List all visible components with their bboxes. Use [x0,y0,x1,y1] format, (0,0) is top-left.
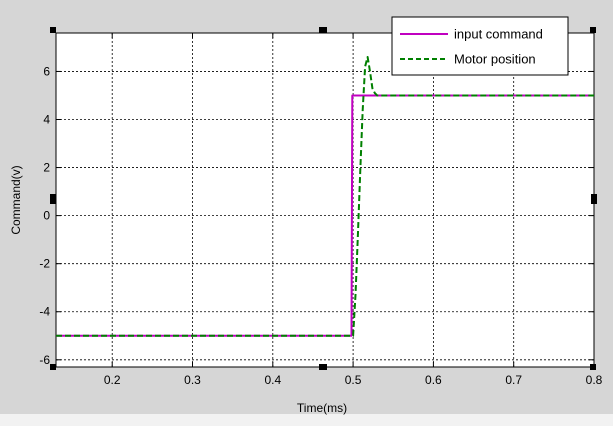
y-tick-label: 4 [43,113,50,127]
x-axis-label: Time(ms) [297,401,347,415]
series-layer [56,56,594,337]
resize-handle-top-left[interactable] [50,27,56,33]
x-tick-label: 0.2 [104,373,121,387]
y-tick-label: -4 [39,305,50,319]
resize-handle-bottom-right[interactable] [590,364,596,370]
status-strip [0,414,613,426]
legend-label-input-command: input command [454,27,543,42]
legend-box [391,16,569,76]
y-tick-label: -2 [39,257,50,271]
resize-handle-middle-right[interactable] [591,194,597,204]
x-tick-label: 0.4 [264,373,281,387]
resize-handle-top-right[interactable] [590,27,596,33]
resize-handle-bottom-center[interactable] [319,364,327,370]
y-tick-label: -6 [39,353,50,367]
y-axis-label: Command(v) [9,165,23,234]
x-tick-label: 0.3 [184,373,201,387]
x-tick-label: 0.8 [586,373,603,387]
resize-handle-bottom-left[interactable] [50,364,56,370]
y-tick-label: 0 [43,209,50,223]
legend: input command Motor position [391,16,569,76]
selection-handles[interactable] [50,27,597,370]
y-tick-label: 2 [43,161,50,175]
axis-ticks: 0.2 0.3 0.4 0.5 0.6 0.7 0.8 -6 -4 -2 0 2 4 6 [39,33,603,387]
x-tick-label: 0.5 [345,373,362,387]
plot-area [55,32,595,368]
series-line-motor-position [56,56,594,337]
resize-handle-middle-left[interactable] [50,194,56,204]
x-tick-label: 0.7 [505,373,522,387]
resize-handle-top-center[interactable] [319,27,327,33]
x-tick-label: 0.6 [425,373,442,387]
legend-label-motor-position: Motor position [454,52,536,67]
y-tick-label: 6 [43,64,50,78]
